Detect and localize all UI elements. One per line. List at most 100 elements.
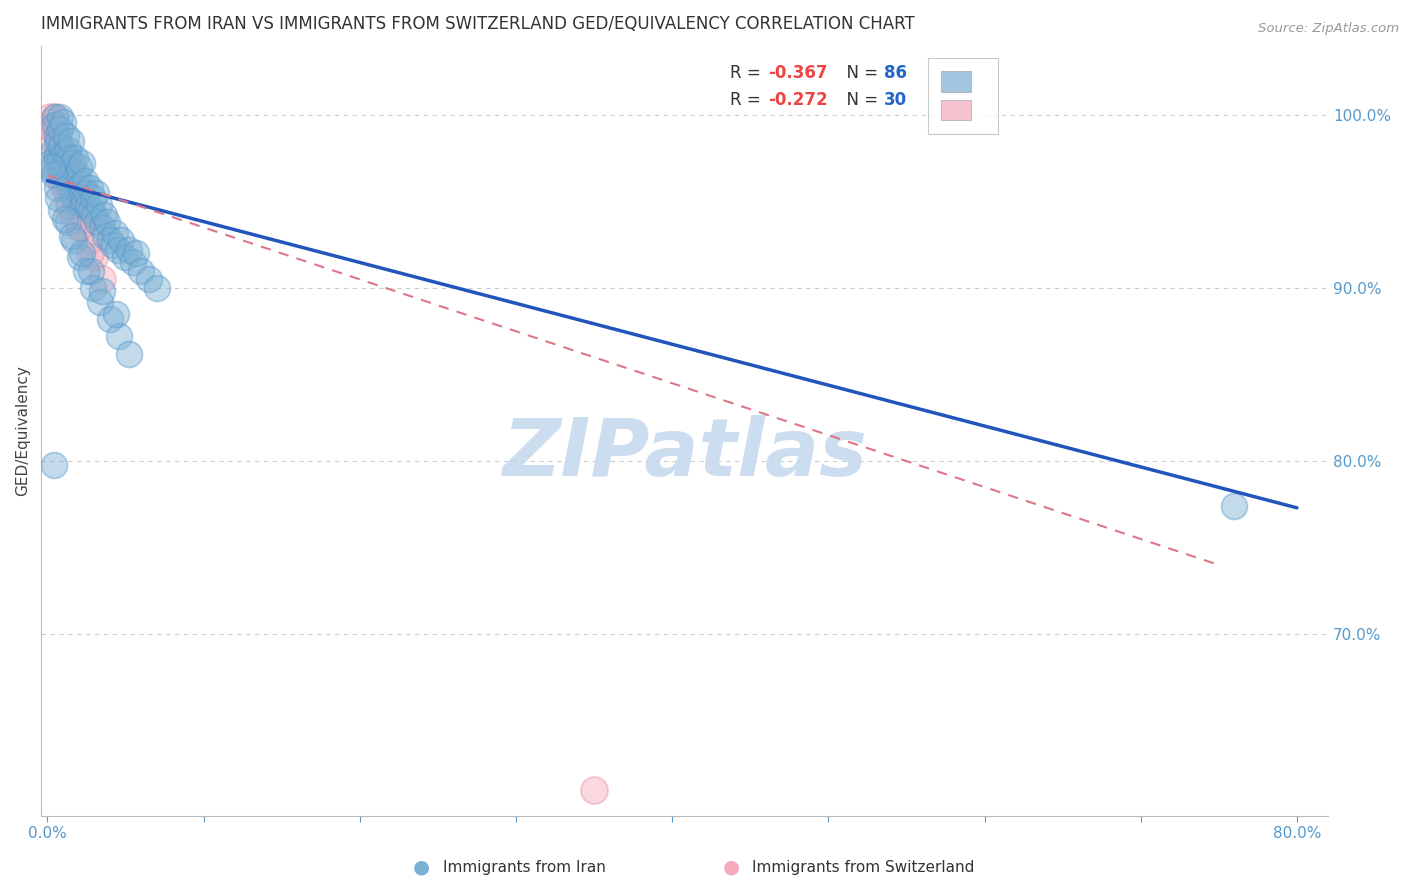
Point bbox=[86, 215, 108, 229]
Point bbox=[110, 233, 132, 247]
Point bbox=[93, 208, 115, 222]
Point bbox=[89, 294, 111, 309]
Point bbox=[105, 307, 128, 321]
Point bbox=[98, 312, 121, 326]
Point bbox=[56, 143, 79, 157]
Point bbox=[66, 169, 89, 183]
Point bbox=[60, 229, 83, 244]
Point bbox=[67, 220, 90, 235]
Point bbox=[45, 128, 67, 143]
Point bbox=[63, 208, 86, 222]
Point bbox=[65, 151, 87, 165]
Text: ●: ● bbox=[723, 857, 740, 876]
Point bbox=[46, 146, 69, 161]
Point bbox=[82, 191, 104, 205]
Point bbox=[72, 198, 94, 212]
Text: R =: R = bbox=[730, 63, 766, 82]
Point bbox=[83, 250, 105, 264]
Point bbox=[49, 149, 72, 163]
Point bbox=[108, 329, 131, 343]
Point bbox=[63, 177, 86, 191]
Point bbox=[53, 169, 76, 183]
Point bbox=[41, 121, 63, 136]
Point bbox=[52, 115, 75, 129]
Point bbox=[70, 246, 93, 260]
Point bbox=[41, 163, 63, 178]
Point bbox=[122, 255, 145, 269]
Text: N =: N = bbox=[837, 63, 884, 82]
Point bbox=[46, 158, 69, 172]
Point bbox=[51, 139, 73, 153]
Text: ●: ● bbox=[413, 857, 430, 876]
Point bbox=[69, 220, 91, 235]
Point bbox=[103, 226, 125, 240]
Point bbox=[41, 160, 63, 174]
Point bbox=[129, 263, 152, 277]
Point bbox=[42, 169, 65, 183]
Point bbox=[52, 160, 75, 174]
Point bbox=[49, 151, 72, 165]
Point bbox=[51, 161, 73, 176]
Point bbox=[42, 143, 65, 157]
Point bbox=[69, 250, 91, 264]
Text: 86: 86 bbox=[884, 63, 907, 82]
Point bbox=[53, 146, 76, 161]
Point bbox=[51, 174, 73, 188]
Point bbox=[59, 134, 82, 148]
Point bbox=[87, 198, 110, 212]
Point bbox=[51, 203, 73, 218]
Point bbox=[70, 156, 93, 170]
Point bbox=[55, 160, 77, 174]
Point bbox=[56, 172, 79, 186]
Point bbox=[45, 151, 67, 165]
Point bbox=[44, 110, 66, 124]
Text: ZIPatlas: ZIPatlas bbox=[502, 415, 868, 493]
Point bbox=[91, 285, 114, 299]
Point bbox=[39, 156, 62, 170]
Text: N =: N = bbox=[837, 91, 884, 109]
Point bbox=[42, 458, 65, 472]
Text: R =: R = bbox=[730, 91, 766, 109]
Text: Immigrants from Switzerland: Immigrants from Switzerland bbox=[752, 861, 974, 875]
Point bbox=[42, 120, 65, 134]
Point bbox=[138, 272, 160, 286]
Point bbox=[101, 237, 124, 252]
Point bbox=[70, 177, 93, 191]
Point bbox=[582, 783, 605, 797]
Point bbox=[49, 121, 72, 136]
Point bbox=[59, 163, 82, 178]
Point bbox=[98, 233, 121, 247]
Point bbox=[66, 198, 89, 212]
Point bbox=[67, 160, 90, 174]
Point bbox=[91, 220, 114, 235]
Text: 30: 30 bbox=[884, 91, 907, 109]
Point bbox=[1223, 499, 1246, 513]
Text: -0.272: -0.272 bbox=[768, 91, 828, 109]
Point bbox=[45, 149, 67, 163]
Point bbox=[79, 180, 101, 194]
Text: Source: ZipAtlas.com: Source: ZipAtlas.com bbox=[1258, 22, 1399, 36]
Point bbox=[56, 215, 79, 229]
Point bbox=[75, 263, 97, 277]
Point bbox=[39, 110, 62, 124]
Point bbox=[51, 163, 73, 178]
Point bbox=[46, 191, 69, 205]
Point bbox=[117, 347, 139, 361]
Point bbox=[59, 177, 82, 191]
Point bbox=[46, 134, 69, 148]
Point bbox=[52, 172, 75, 186]
Point bbox=[60, 186, 83, 200]
Point bbox=[41, 115, 63, 129]
Point bbox=[73, 174, 96, 188]
Point bbox=[45, 180, 67, 194]
Point bbox=[58, 151, 80, 165]
Point bbox=[49, 110, 72, 124]
Point bbox=[145, 281, 167, 295]
Point bbox=[96, 215, 118, 229]
Y-axis label: GED/Equivalency: GED/Equivalency bbox=[15, 366, 30, 496]
Point bbox=[58, 198, 80, 212]
Legend: , : , bbox=[928, 58, 998, 134]
Point bbox=[79, 233, 101, 247]
Point bbox=[73, 211, 96, 226]
Point bbox=[63, 233, 86, 247]
